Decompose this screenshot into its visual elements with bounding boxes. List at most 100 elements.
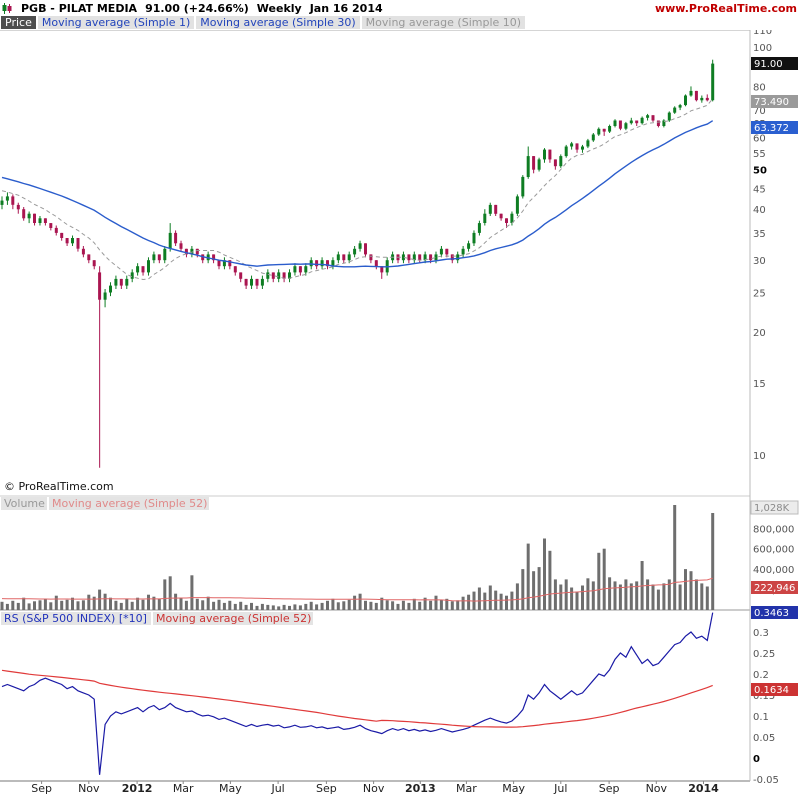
volume-bar — [174, 593, 178, 610]
candle-body — [364, 243, 367, 255]
candle-body — [515, 196, 519, 214]
price-tick-label: 60 — [753, 133, 766, 144]
ma10-value-box: 73.490 — [751, 95, 798, 108]
price-change: (+24.66%) — [183, 2, 249, 15]
volume-bar — [298, 605, 302, 610]
rs-ma-legend-label[interactable]: Moving average (Simple 52) — [156, 612, 311, 625]
volume-bar — [651, 584, 655, 610]
candle-body — [618, 120, 622, 129]
volume-ma-legend-label[interactable]: Moving average (Simple 52) — [52, 497, 207, 510]
ma10-box-value: 73.490 — [754, 97, 789, 108]
volume-bar — [667, 579, 671, 610]
volume-bar — [212, 601, 216, 610]
candle-body — [526, 156, 530, 177]
chart-canvas[interactable]: 11010090807570656055504540353025201510 8… — [0, 30, 800, 800]
legend-ma-simple-1[interactable]: Moving average (Simple 1) — [37, 16, 195, 29]
candle-body — [152, 254, 156, 261]
price-panel-label[interactable]: Price — [1, 16, 36, 29]
candle-body — [87, 254, 91, 261]
rs-last-value-box: 0.3463 — [751, 606, 798, 619]
x-axis-label: Sep — [316, 782, 337, 795]
candle-body — [494, 204, 498, 214]
volume-bar — [304, 603, 308, 610]
candle-body — [16, 204, 20, 210]
candle-body — [244, 278, 248, 286]
rs-panel-label[interactable]: RS (S&P 500 INDEX) [*10] — [4, 612, 147, 625]
rs-ma-box-value: 0.1634 — [754, 685, 789, 696]
candle-body — [81, 248, 85, 255]
candle-body — [43, 218, 47, 223]
volume-bar — [597, 552, 601, 610]
rs-ma-value-box: 0.1634 — [751, 683, 798, 696]
volume-bar — [434, 595, 438, 610]
volume-scale-max-box: 1,028K — [750, 500, 799, 515]
x-axis-label: Sep — [31, 782, 52, 795]
rs-series — [1, 612, 714, 775]
volume-bar — [369, 601, 373, 610]
last-price-box-bg — [751, 57, 798, 70]
volume-bar — [445, 598, 449, 610]
volume-bar — [228, 600, 232, 610]
price-tick-label: 45 — [753, 184, 766, 195]
candle-body — [228, 260, 232, 267]
volume-bar — [374, 602, 378, 610]
volume-bar — [624, 579, 628, 610]
volume-bar — [130, 601, 134, 610]
candle-body — [288, 272, 291, 279]
candle-body — [33, 213, 36, 223]
candle-body — [705, 97, 709, 101]
volume-bar — [342, 601, 346, 610]
volume-bar — [136, 597, 140, 610]
price-tick-label: 25 — [753, 289, 766, 300]
candle-body — [255, 278, 259, 286]
volume-bar — [49, 602, 53, 610]
candle-body — [532, 156, 536, 170]
volume-bar — [553, 579, 557, 610]
candle-body — [147, 260, 150, 273]
candle-body — [423, 254, 427, 261]
candle-body — [38, 218, 42, 223]
instrument-name: PGB - PILAT MEDIA — [21, 2, 138, 15]
volume-bar — [309, 601, 313, 610]
prorealtime-link[interactable]: www.ProRealTime.com — [654, 2, 797, 15]
candle-body — [271, 272, 275, 279]
volume-bar — [629, 583, 633, 610]
candle-body — [613, 120, 617, 126]
candle-body — [11, 196, 15, 205]
ma30-box-value: 63.372 — [754, 123, 789, 134]
candle-body — [629, 120, 633, 124]
volume-bar — [98, 589, 102, 610]
ma30-series — [1, 120, 714, 268]
candle-body — [260, 278, 264, 286]
candle-body — [369, 254, 373, 261]
candle-body — [640, 117, 644, 124]
candle-body — [429, 254, 433, 261]
candle-body — [163, 248, 167, 261]
volume-bar — [429, 600, 433, 610]
volume-bar — [293, 604, 297, 610]
volume-bar — [250, 602, 253, 610]
volume-bar — [521, 569, 525, 610]
volume-bar — [190, 575, 194, 610]
volume-bar — [282, 604, 286, 610]
candle-body — [114, 278, 118, 286]
rs-tick-label: 0.25 — [753, 649, 775, 660]
candle-body — [331, 260, 335, 267]
candle-body — [168, 232, 172, 249]
volume-tick-label: 400,000 — [753, 565, 794, 576]
volume-bar — [141, 599, 145, 610]
volume-bar — [526, 543, 530, 610]
candle-body — [266, 272, 270, 279]
volume-bar — [684, 569, 687, 610]
volume-panel-label[interactable]: Volume — [4, 497, 45, 510]
candle-body — [136, 266, 140, 273]
volume-series — [0, 505, 715, 610]
volume-bar — [423, 597, 427, 610]
volume-bar — [407, 602, 411, 610]
timeframe-label: Weekly — [256, 2, 302, 15]
legend-ma-simple-30[interactable]: Moving average (Simple 30) — [196, 16, 360, 29]
legend-ma-simple-10[interactable]: Moving average (Simple 10) — [361, 16, 526, 29]
candle-body — [467, 243, 471, 249]
candle-body — [689, 90, 693, 96]
rs-line — [1, 612, 714, 775]
